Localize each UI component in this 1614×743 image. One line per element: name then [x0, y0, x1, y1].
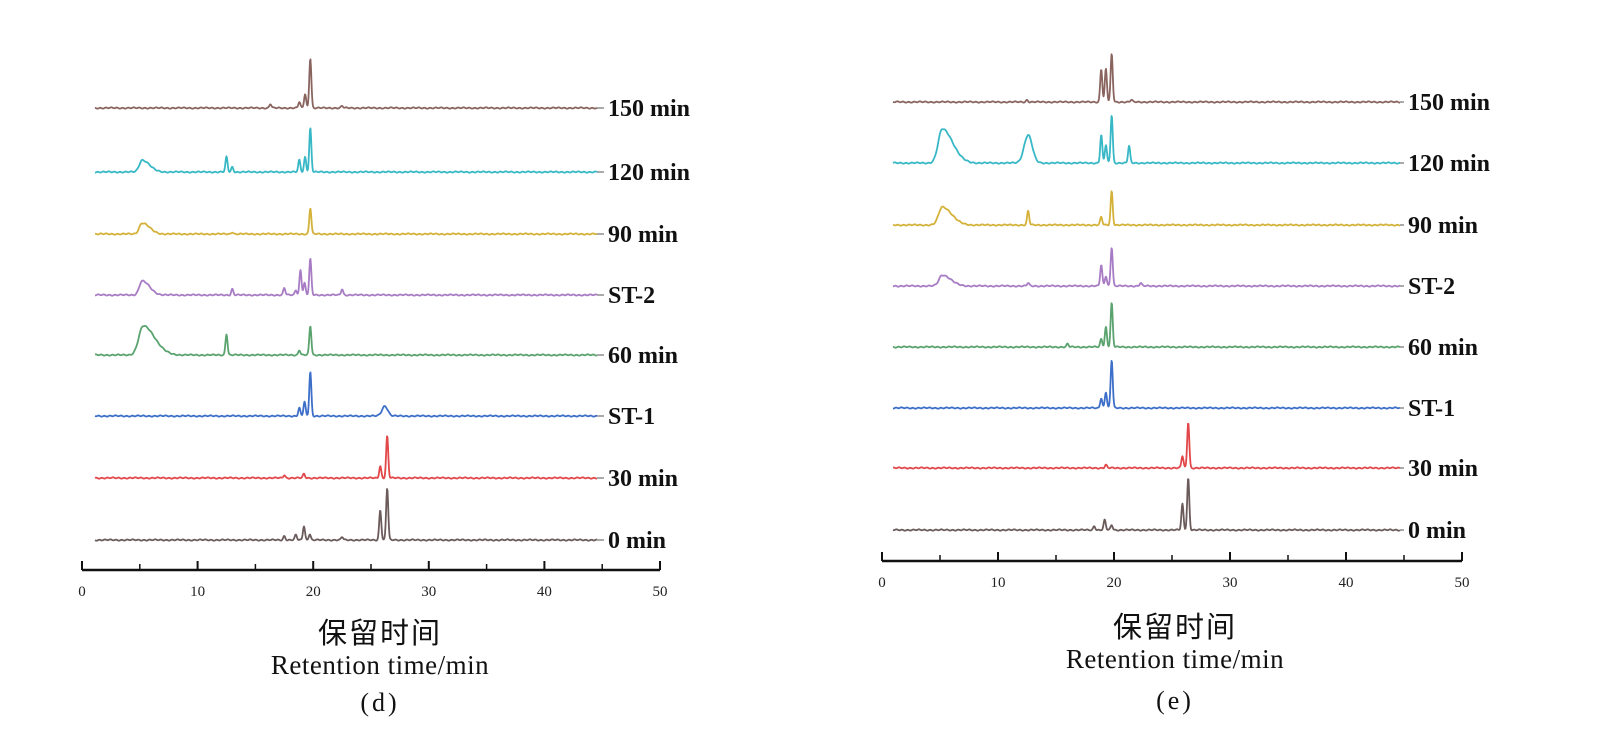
- trace-label-d: 60 min: [608, 343, 678, 369]
- trace-line-d: [94, 488, 598, 542]
- x-tick-label-d: 20: [306, 584, 321, 600]
- x-axis-label-cn-e: 保留时间: [1112, 612, 1237, 644]
- trace-label-d: 30 min: [608, 466, 678, 492]
- trace-line-e: [892, 302, 1401, 349]
- trace-line-e: [892, 115, 1401, 165]
- trace-line-d: [94, 325, 598, 357]
- trace-label-e: 0 min: [1408, 518, 1466, 544]
- x-tick-label-d: 10: [190, 584, 205, 600]
- trace-label-d: ST-1: [608, 404, 655, 430]
- trace-label-d: 0 min: [608, 528, 666, 554]
- trace-label-e: 120 min: [1408, 151, 1490, 177]
- trace-line-d: [94, 258, 598, 297]
- trace-line-d: [94, 435, 598, 480]
- trace-line-d: [94, 127, 598, 174]
- x-axis-label-cn-d: 保留时间: [317, 618, 442, 650]
- panel-label-e: (e): [1156, 686, 1194, 715]
- x-tick-label-d: 0: [78, 584, 86, 600]
- x-tick-label-e: 50: [1455, 575, 1470, 591]
- trace-line-d: [94, 207, 598, 236]
- trace-label-e: 90 min: [1408, 213, 1478, 239]
- chromatogram-plot-d: 0 10 20 30 40 50 150 min 120 min 90 min ST-2 60 mi…: [78, 58, 690, 600]
- trace-label-d: 120 min: [608, 160, 690, 186]
- trace-label-e: 150 min: [1408, 90, 1490, 116]
- trace-line-d: [94, 371, 598, 418]
- x-tick-label-e: 40: [1339, 575, 1354, 591]
- trace-line-e: [892, 247, 1401, 288]
- trace-line-d: [94, 58, 598, 110]
- trace-label-e: ST-1: [1408, 396, 1455, 422]
- x-tick-label-e: 10: [991, 575, 1006, 591]
- trace-label-e: 60 min: [1408, 335, 1478, 361]
- x-tick-label-d: 50: [653, 584, 668, 600]
- trace-label-e: ST-2: [1408, 274, 1455, 300]
- trace-label-e: 30 min: [1408, 456, 1478, 482]
- trace-label-d: 150 min: [608, 96, 690, 122]
- trace-line-e: [892, 422, 1401, 470]
- x-axis-label-en-d: Retention time/min: [270, 650, 490, 680]
- panel-label-d: (d): [360, 688, 400, 717]
- trace-label-d: ST-2: [608, 283, 655, 309]
- x-tick-label-e: 0: [878, 575, 886, 591]
- x-tick-label-d: 40: [537, 584, 552, 600]
- trace-line-e: [892, 478, 1401, 532]
- trace-line-e: [892, 53, 1401, 104]
- x-tick-label-e: 20: [1107, 575, 1122, 591]
- x-axis-label-en-e: Retention time/min: [1065, 644, 1285, 674]
- chromatogram-plot-e: 0 10 20 30 40 50 150 min 120 min 90 min ST-2 60 mi…: [878, 53, 1490, 591]
- chromatogram-panel-d: 0 10 20 30 40 50 150 min 120 min 90 min ST-2 60 mi…: [0, 0, 760, 743]
- trace-line-e: [892, 359, 1401, 410]
- chromatogram-panel-e: 0 10 20 30 40 50 150 min 120 min 90 min ST-2 60 mi…: [800, 0, 1614, 743]
- x-tick-label-d: 30: [421, 584, 436, 600]
- trace-label-d: 90 min: [608, 222, 678, 248]
- x-tick-label-e: 30: [1223, 575, 1238, 591]
- trace-line-e: [892, 190, 1401, 227]
